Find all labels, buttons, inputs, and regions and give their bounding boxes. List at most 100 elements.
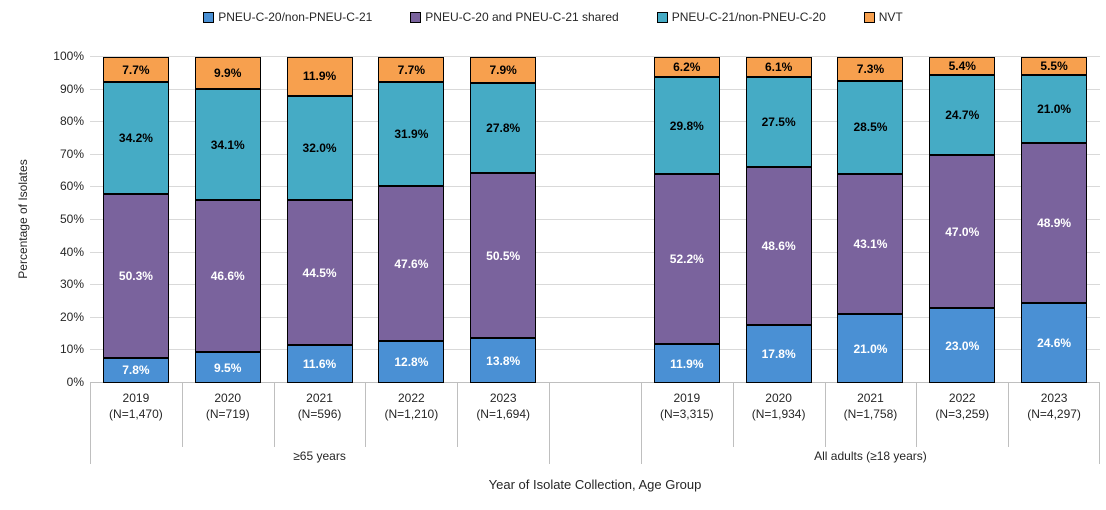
segment-label: 46.6% bbox=[210, 269, 245, 284]
x-axis-year-label: 2021 (N=596) bbox=[274, 390, 366, 422]
y-tick-label: 20% bbox=[59, 309, 84, 324]
bar-segment: 7.9% bbox=[470, 57, 537, 83]
bar-segment: 7.7% bbox=[102, 57, 169, 83]
bar-segment: 46.6% bbox=[194, 200, 261, 353]
stacked-bar: 17.8% 48.6% 27.5% 6.1% bbox=[745, 57, 812, 383]
segment-label: 11.9% bbox=[670, 356, 704, 371]
legend-swatch bbox=[656, 11, 668, 23]
x-axis-year-label: 2019 (N=1,470) bbox=[90, 390, 182, 422]
bar-segment: 5.4% bbox=[929, 57, 996, 75]
bar-segment: 9.9% bbox=[194, 57, 261, 90]
year-label: 2022 bbox=[948, 391, 976, 405]
legend-label: PNEU-C-21/non-PNEU-C-20 bbox=[671, 10, 826, 24]
bar-segment: 12.8% bbox=[378, 341, 445, 383]
gridline bbox=[90, 316, 1100, 318]
bar-segment: 5.5% bbox=[1021, 57, 1088, 75]
bar-segment: 6.1% bbox=[745, 57, 812, 77]
x-axis-divider bbox=[181, 383, 183, 447]
y-tick-label: 70% bbox=[59, 146, 84, 161]
segment-label: 23.0% bbox=[945, 338, 980, 353]
year-label: 2019 bbox=[673, 391, 701, 405]
x-axis-group-divider bbox=[1099, 383, 1100, 464]
segment-label: 7.8% bbox=[122, 363, 150, 378]
x-axis-divider bbox=[824, 383, 826, 447]
gridline bbox=[90, 88, 1100, 90]
year-label: 2020 bbox=[765, 391, 792, 405]
bar-segment: 27.5% bbox=[745, 76, 812, 167]
bar-segment: 6.2% bbox=[653, 57, 720, 78]
x-axis-divider bbox=[732, 383, 734, 447]
segment-label: 21.0% bbox=[853, 341, 888, 356]
bar-segment: 27.8% bbox=[470, 82, 537, 174]
segment-label: 9.5% bbox=[214, 360, 242, 375]
n-label: (N=719) bbox=[205, 407, 250, 421]
segment-label: 7.7% bbox=[122, 62, 150, 77]
bar-segment: 31.9% bbox=[378, 82, 445, 187]
y-tick-label: 50% bbox=[59, 212, 84, 226]
bar-segment: 34.1% bbox=[194, 89, 261, 201]
segment-label: 48.9% bbox=[1037, 216, 1072, 231]
n-label: (N=1,694) bbox=[476, 407, 531, 421]
bar-segment: 50.5% bbox=[470, 173, 537, 339]
segment-label: 34.1% bbox=[210, 137, 245, 152]
bar-segment: 11.6% bbox=[286, 345, 353, 383]
bar-segment: 17.8% bbox=[745, 324, 812, 383]
segment-label: 27.8% bbox=[486, 121, 521, 136]
x-axis-divider bbox=[273, 383, 275, 447]
stacked-bar: 12.8% 47.6% 31.9% 7.7% bbox=[378, 57, 445, 383]
bar-segment: 34.2% bbox=[102, 82, 169, 194]
gridline bbox=[90, 121, 1100, 123]
stacked-bar: 11.9% 52.2% 29.8% 6.2% bbox=[653, 57, 720, 383]
segment-label: 48.6% bbox=[761, 238, 796, 253]
x-axis-year-label: 2023 (N=1,694) bbox=[457, 390, 549, 422]
year-label: 2021 bbox=[857, 391, 884, 405]
stacked-bar: 24.6% 48.9% 21.0% 5.5% bbox=[1021, 57, 1088, 383]
y-tick-label: 80% bbox=[59, 114, 84, 129]
x-axis-year-label: 2023 (N=4,297) bbox=[1008, 390, 1100, 422]
bar-segment: 21.0% bbox=[1021, 74, 1088, 144]
segment-label: 7.7% bbox=[397, 62, 426, 77]
x-axis-year-label: 2020 (N=719) bbox=[182, 390, 274, 422]
gridline bbox=[90, 56, 1100, 57]
segment-label: 5.4% bbox=[948, 58, 976, 73]
x-axis-year-label: 2022 (N=1,210) bbox=[365, 390, 457, 422]
x-axis-title: Year of Isolate Collection, Age Group bbox=[488, 477, 702, 492]
y-tick-label: 30% bbox=[59, 277, 84, 292]
segment-label: 24.7% bbox=[945, 107, 980, 122]
segment-label: 27.5% bbox=[761, 114, 796, 129]
n-label: (N=3,259) bbox=[935, 407, 990, 421]
x-axis-divider bbox=[916, 383, 918, 447]
bar-segment: 7.7% bbox=[378, 57, 445, 83]
gridline bbox=[90, 186, 1100, 188]
segment-label: 12.8% bbox=[394, 355, 429, 370]
legend-item: NVT bbox=[863, 10, 903, 24]
x-axis-divider bbox=[1008, 383, 1010, 447]
y-tick-label: 100% bbox=[53, 49, 84, 63]
legend-swatch bbox=[863, 11, 875, 23]
bar-segment: 11.9% bbox=[286, 57, 353, 96]
y-tick-label: 40% bbox=[59, 244, 84, 259]
y-tick-label: 90% bbox=[59, 81, 84, 96]
segment-label: 17.8% bbox=[761, 346, 796, 361]
segment-label: 5.5% bbox=[1040, 58, 1068, 73]
gridline bbox=[90, 153, 1100, 155]
y-tick-label: 10% bbox=[59, 342, 84, 357]
stacked-bar: 11.6% 44.5% 32.0% 11.9% bbox=[286, 57, 353, 383]
segment-label: 29.8% bbox=[669, 118, 704, 133]
segment-label: 31.9% bbox=[394, 127, 429, 142]
bar-segment: 28.5% bbox=[837, 80, 904, 174]
n-label: (N=596) bbox=[297, 407, 342, 421]
x-axis-group-divider bbox=[549, 383, 551, 464]
bar-segment: 7.8% bbox=[102, 357, 169, 383]
segment-label: 50.5% bbox=[486, 248, 521, 263]
stacked-bar: 9.5% 46.6% 34.1% 9.9% bbox=[194, 57, 261, 383]
bar-segment: 47.6% bbox=[378, 186, 445, 342]
gridline bbox=[90, 219, 1100, 220]
x-axis-group-label: ≥65 years bbox=[293, 449, 346, 463]
legend-swatch bbox=[203, 11, 215, 23]
legend-label: NVT bbox=[878, 10, 903, 24]
segment-label: 47.0% bbox=[945, 224, 980, 239]
segment-label: 13.8% bbox=[486, 353, 521, 368]
stacked-bar: 23.0% 47.0% 24.7% 5.4% bbox=[929, 57, 996, 383]
